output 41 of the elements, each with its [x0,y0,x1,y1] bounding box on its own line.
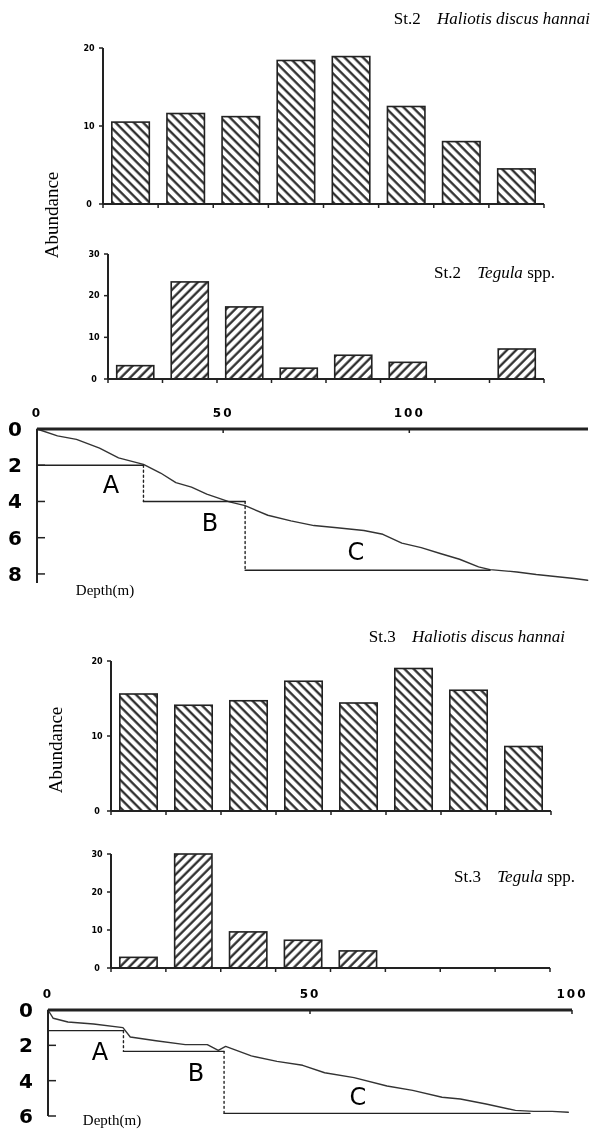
text: St.2 Tegula spp. [434,263,555,282]
x-tick-label: 50 [299,987,321,1001]
y-tick-label: 2 [19,1033,33,1058]
y-tick-label: 4 [8,489,22,514]
y-tick-label: 0 [91,374,98,384]
y-axis-title: Abundance [45,706,66,794]
x-tick-label: 100 [556,987,588,1001]
text: St.3 Tegula spp. [454,867,575,886]
y-tick-label: 30 [88,249,100,259]
x-tick-label: 0 [42,987,54,1001]
annotation: B [187,1059,205,1088]
annotation: Depth(m) [75,582,135,600]
chart-title: St.3 Haliotis discus hannai [368,627,566,646]
annotation: A [102,471,120,500]
y-tick-label: 6 [19,1104,33,1128]
annotation: C [349,1083,367,1112]
y-tick-label: 6 [8,525,22,550]
y-tick-label: 20 [88,291,100,301]
y-tick-label: 0 [86,199,93,209]
y-tick-label: 20 [91,656,103,666]
annotation: C [347,538,365,567]
x-tick-label: 50 [212,406,234,420]
y-tick-label: 10 [91,731,103,741]
y-tick-label: 20 [83,43,95,53]
y-tick-label: 2 [8,453,22,478]
y-tick-label: 4 [19,1068,33,1093]
chart-title: St.2 Haliotis discus hannai [393,9,591,28]
y-tick-label: 20 [91,887,103,897]
y-tick-label: 10 [88,333,100,343]
x-tick-label: 100 [393,406,425,420]
annotation: B [201,509,219,538]
x-tick-label: 0 [31,406,43,420]
y-tick-label: 10 [91,925,103,935]
y-axis-title: Abundance [41,171,62,259]
y-tick-label: 8 [8,561,22,586]
annotation: Depth(m) [82,1112,142,1129]
y-tick-label: 10 [83,121,95,131]
y-tick-label: 0 [94,963,101,973]
annotation: A [91,1038,109,1067]
y-tick-label: 30 [91,849,103,859]
y-tick-label: 0 [94,806,101,816]
